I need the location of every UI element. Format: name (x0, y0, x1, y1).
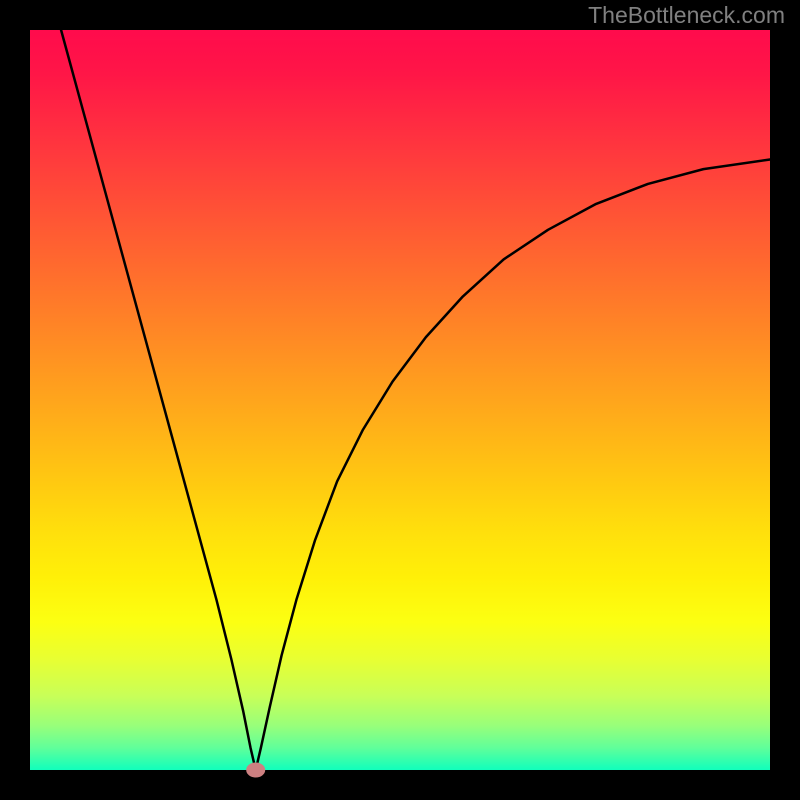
optimal-point-marker (247, 763, 265, 777)
chart-container: TheBottleneck.com (0, 0, 800, 800)
plot-background (30, 30, 770, 770)
watermark-text: TheBottleneck.com (588, 2, 785, 29)
bottleneck-chart (0, 0, 800, 800)
